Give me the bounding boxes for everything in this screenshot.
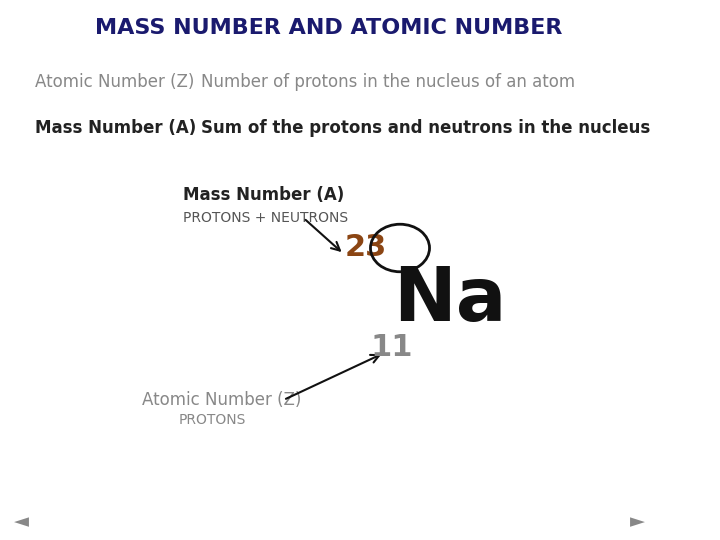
- Text: Number of protons in the nucleus of an atom: Number of protons in the nucleus of an a…: [201, 73, 575, 91]
- Text: Sum of the protons and neutrons in the nucleus: Sum of the protons and neutrons in the n…: [201, 119, 650, 137]
- Text: PROTONS + NEUTRONS: PROTONS + NEUTRONS: [183, 211, 348, 225]
- Text: Mass Number (A): Mass Number (A): [35, 119, 196, 137]
- Text: 23: 23: [345, 233, 387, 262]
- Text: Atomic Number (Z): Atomic Number (Z): [142, 391, 301, 409]
- Text: Atomic Number (Z): Atomic Number (Z): [35, 73, 194, 91]
- Text: Mass Number (A): Mass Number (A): [183, 186, 344, 204]
- Text: Na: Na: [393, 264, 506, 336]
- Text: ►: ►: [629, 512, 644, 531]
- Text: MASS NUMBER AND ATOMIC NUMBER: MASS NUMBER AND ATOMIC NUMBER: [96, 18, 563, 38]
- Text: ◄: ◄: [14, 512, 29, 531]
- Text: 11: 11: [370, 334, 413, 362]
- Text: PROTONS: PROTONS: [179, 413, 246, 427]
